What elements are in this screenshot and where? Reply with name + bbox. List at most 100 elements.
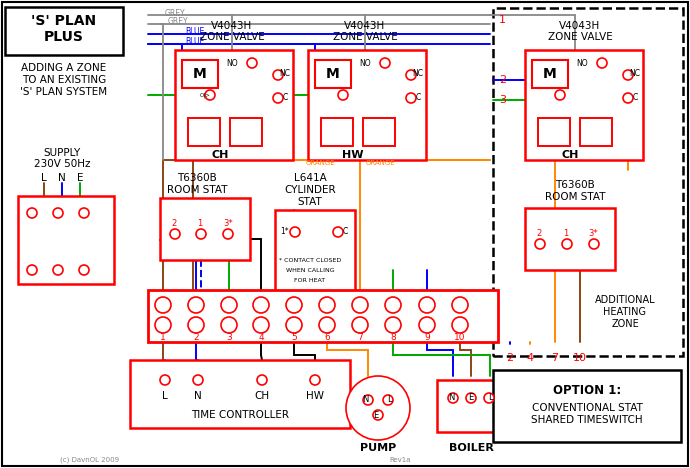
Text: HEATING: HEATING — [604, 307, 647, 317]
Text: 'S' PLAN SYSTEM: 'S' PLAN SYSTEM — [21, 87, 108, 97]
Bar — [275, 210, 355, 300]
Bar — [130, 360, 350, 428]
Text: ZONE: ZONE — [611, 319, 639, 329]
Text: GREY: GREY — [168, 17, 188, 27]
Circle shape — [79, 265, 89, 275]
Circle shape — [346, 376, 410, 440]
Text: HW: HW — [342, 150, 364, 160]
Text: 1: 1 — [563, 229, 569, 239]
Text: SUPPLY: SUPPLY — [43, 148, 81, 158]
Circle shape — [310, 375, 320, 385]
Text: FOR HEAT: FOR HEAT — [295, 278, 326, 283]
Text: 2: 2 — [193, 334, 199, 343]
Circle shape — [352, 297, 368, 313]
Text: CYLINDER: CYLINDER — [284, 185, 336, 195]
Circle shape — [452, 297, 468, 313]
Text: V4043H: V4043H — [344, 21, 386, 31]
Circle shape — [484, 393, 494, 403]
Text: E: E — [373, 410, 379, 419]
Text: NO: NO — [359, 58, 371, 67]
Circle shape — [363, 395, 373, 405]
Circle shape — [383, 395, 393, 405]
Text: L: L — [41, 173, 47, 183]
Circle shape — [623, 70, 633, 80]
Circle shape — [286, 297, 302, 313]
Text: 8: 8 — [390, 334, 396, 343]
Bar — [308, 50, 426, 160]
Circle shape — [380, 58, 390, 68]
Text: NC: NC — [413, 68, 424, 78]
Circle shape — [273, 93, 283, 103]
Bar — [363, 118, 395, 146]
Text: CH: CH — [255, 391, 270, 401]
Bar — [493, 8, 683, 356]
Text: ROOM STAT: ROOM STAT — [167, 185, 227, 195]
Circle shape — [555, 90, 565, 100]
Text: O|>: O|> — [199, 92, 210, 98]
Text: CH: CH — [211, 150, 228, 160]
Text: NO: NO — [226, 58, 238, 67]
Text: 3: 3 — [226, 334, 232, 343]
Text: GREY: GREY — [165, 8, 186, 17]
Text: M: M — [193, 67, 207, 81]
Circle shape — [53, 208, 63, 218]
Bar — [182, 60, 218, 88]
Text: * CONTACT CLOSED: * CONTACT CLOSED — [279, 257, 341, 263]
Text: BLUE: BLUE — [185, 28, 204, 37]
Text: N: N — [194, 391, 202, 401]
Circle shape — [221, 317, 237, 333]
Text: STAT: STAT — [297, 197, 322, 207]
Circle shape — [319, 297, 335, 313]
Text: CONVENTIONAL STAT: CONVENTIONAL STAT — [531, 403, 642, 413]
Circle shape — [589, 239, 599, 249]
Circle shape — [406, 93, 416, 103]
Text: NO: NO — [576, 58, 588, 67]
Circle shape — [597, 58, 607, 68]
Text: E: E — [469, 393, 473, 402]
Bar — [148, 290, 498, 342]
Circle shape — [419, 317, 435, 333]
Text: SHARED TIMESWITCH: SHARED TIMESWITCH — [531, 415, 643, 425]
Bar — [5, 7, 123, 55]
Circle shape — [338, 90, 348, 100]
Bar — [175, 50, 293, 160]
Text: TIME CONTROLLER: TIME CONTROLLER — [191, 410, 289, 420]
Circle shape — [562, 239, 572, 249]
Text: T6360B: T6360B — [555, 180, 595, 190]
Bar — [18, 196, 114, 284]
Text: V4043H: V4043H — [560, 21, 600, 31]
Circle shape — [319, 317, 335, 333]
Circle shape — [373, 410, 383, 420]
Text: OPTION 1:: OPTION 1: — [553, 383, 621, 396]
Bar — [160, 198, 250, 260]
Text: E: E — [77, 173, 83, 183]
Text: PLUS: PLUS — [44, 30, 84, 44]
Text: 10: 10 — [454, 334, 466, 343]
Text: T6360B: T6360B — [177, 173, 217, 183]
Circle shape — [257, 375, 267, 385]
Circle shape — [196, 229, 206, 239]
Circle shape — [160, 375, 170, 385]
Circle shape — [385, 317, 401, 333]
Bar — [230, 118, 262, 146]
Text: 7: 7 — [357, 334, 363, 343]
Text: (c) DavnOL 2009: (c) DavnOL 2009 — [61, 457, 119, 463]
Bar — [525, 208, 615, 270]
Circle shape — [273, 70, 283, 80]
Text: M: M — [326, 67, 340, 81]
Text: C: C — [282, 94, 288, 102]
Text: ZONE VALVE: ZONE VALVE — [548, 32, 613, 42]
Text: ZONE VALVE: ZONE VALVE — [199, 32, 264, 42]
Text: Rev1a: Rev1a — [389, 457, 411, 463]
Bar — [437, 380, 505, 432]
Bar — [315, 60, 351, 88]
Circle shape — [290, 227, 300, 237]
Circle shape — [448, 393, 458, 403]
Text: 1: 1 — [160, 334, 166, 343]
Text: N: N — [58, 173, 66, 183]
Text: 2: 2 — [499, 75, 506, 85]
Circle shape — [221, 297, 237, 313]
Text: 1: 1 — [197, 219, 203, 228]
Text: 1*: 1* — [280, 227, 289, 235]
Circle shape — [223, 229, 233, 239]
